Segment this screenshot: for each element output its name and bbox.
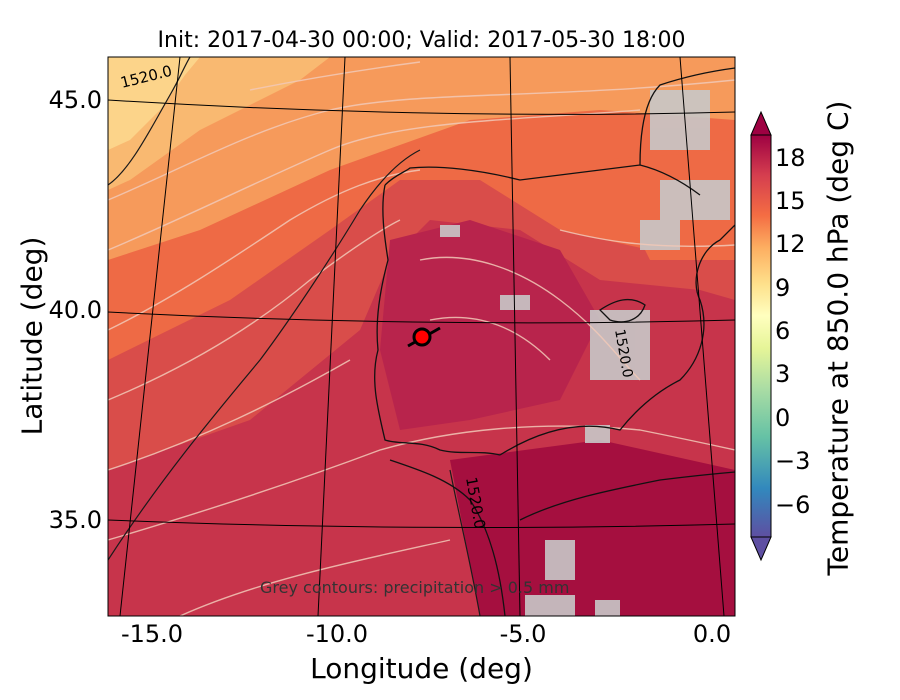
colorbar-tick: 15 [775, 187, 806, 215]
axes-frame [107, 56, 736, 617]
colorbar-tick: 9 [775, 274, 791, 302]
y-tick-label: 45.0 [48, 86, 102, 114]
colorbar-tick: 18 [775, 144, 806, 172]
colorbar-tick: 3 [775, 360, 791, 388]
colorbar-label: Temperature at 850.0 hPa (deg C) [821, 100, 855, 576]
y-tick-label: 40.0 [48, 296, 102, 324]
colorbar-tick: 0 [775, 404, 791, 432]
station-marker [407, 326, 441, 348]
colorbar-tick: 12 [775, 230, 806, 258]
x-tick-label: 0.0 [692, 620, 732, 648]
colorbar-tick: 6 [775, 317, 791, 345]
x-tick-label: -15.0 [120, 620, 184, 648]
precipitation-note: Grey contours: precipitation > 0.5 mm [260, 578, 570, 597]
temperature-field [108, 57, 735, 616]
map-title: Init: 2017-04-30 00:00; Valid: 2017-05-3… [157, 28, 686, 53]
y-axis-label: Latitude (deg) [15, 236, 49, 436]
x-tick-label: -5.0 [499, 620, 547, 648]
colorbar [750, 110, 772, 562]
x-tick-label: -10.0 [305, 620, 369, 648]
y-tick-label: 35.0 [48, 506, 102, 534]
x-axis-label: Longitude (deg) [310, 652, 533, 685]
colorbar-tick: −6 [775, 491, 811, 519]
colorbar-tick: −3 [775, 447, 811, 475]
